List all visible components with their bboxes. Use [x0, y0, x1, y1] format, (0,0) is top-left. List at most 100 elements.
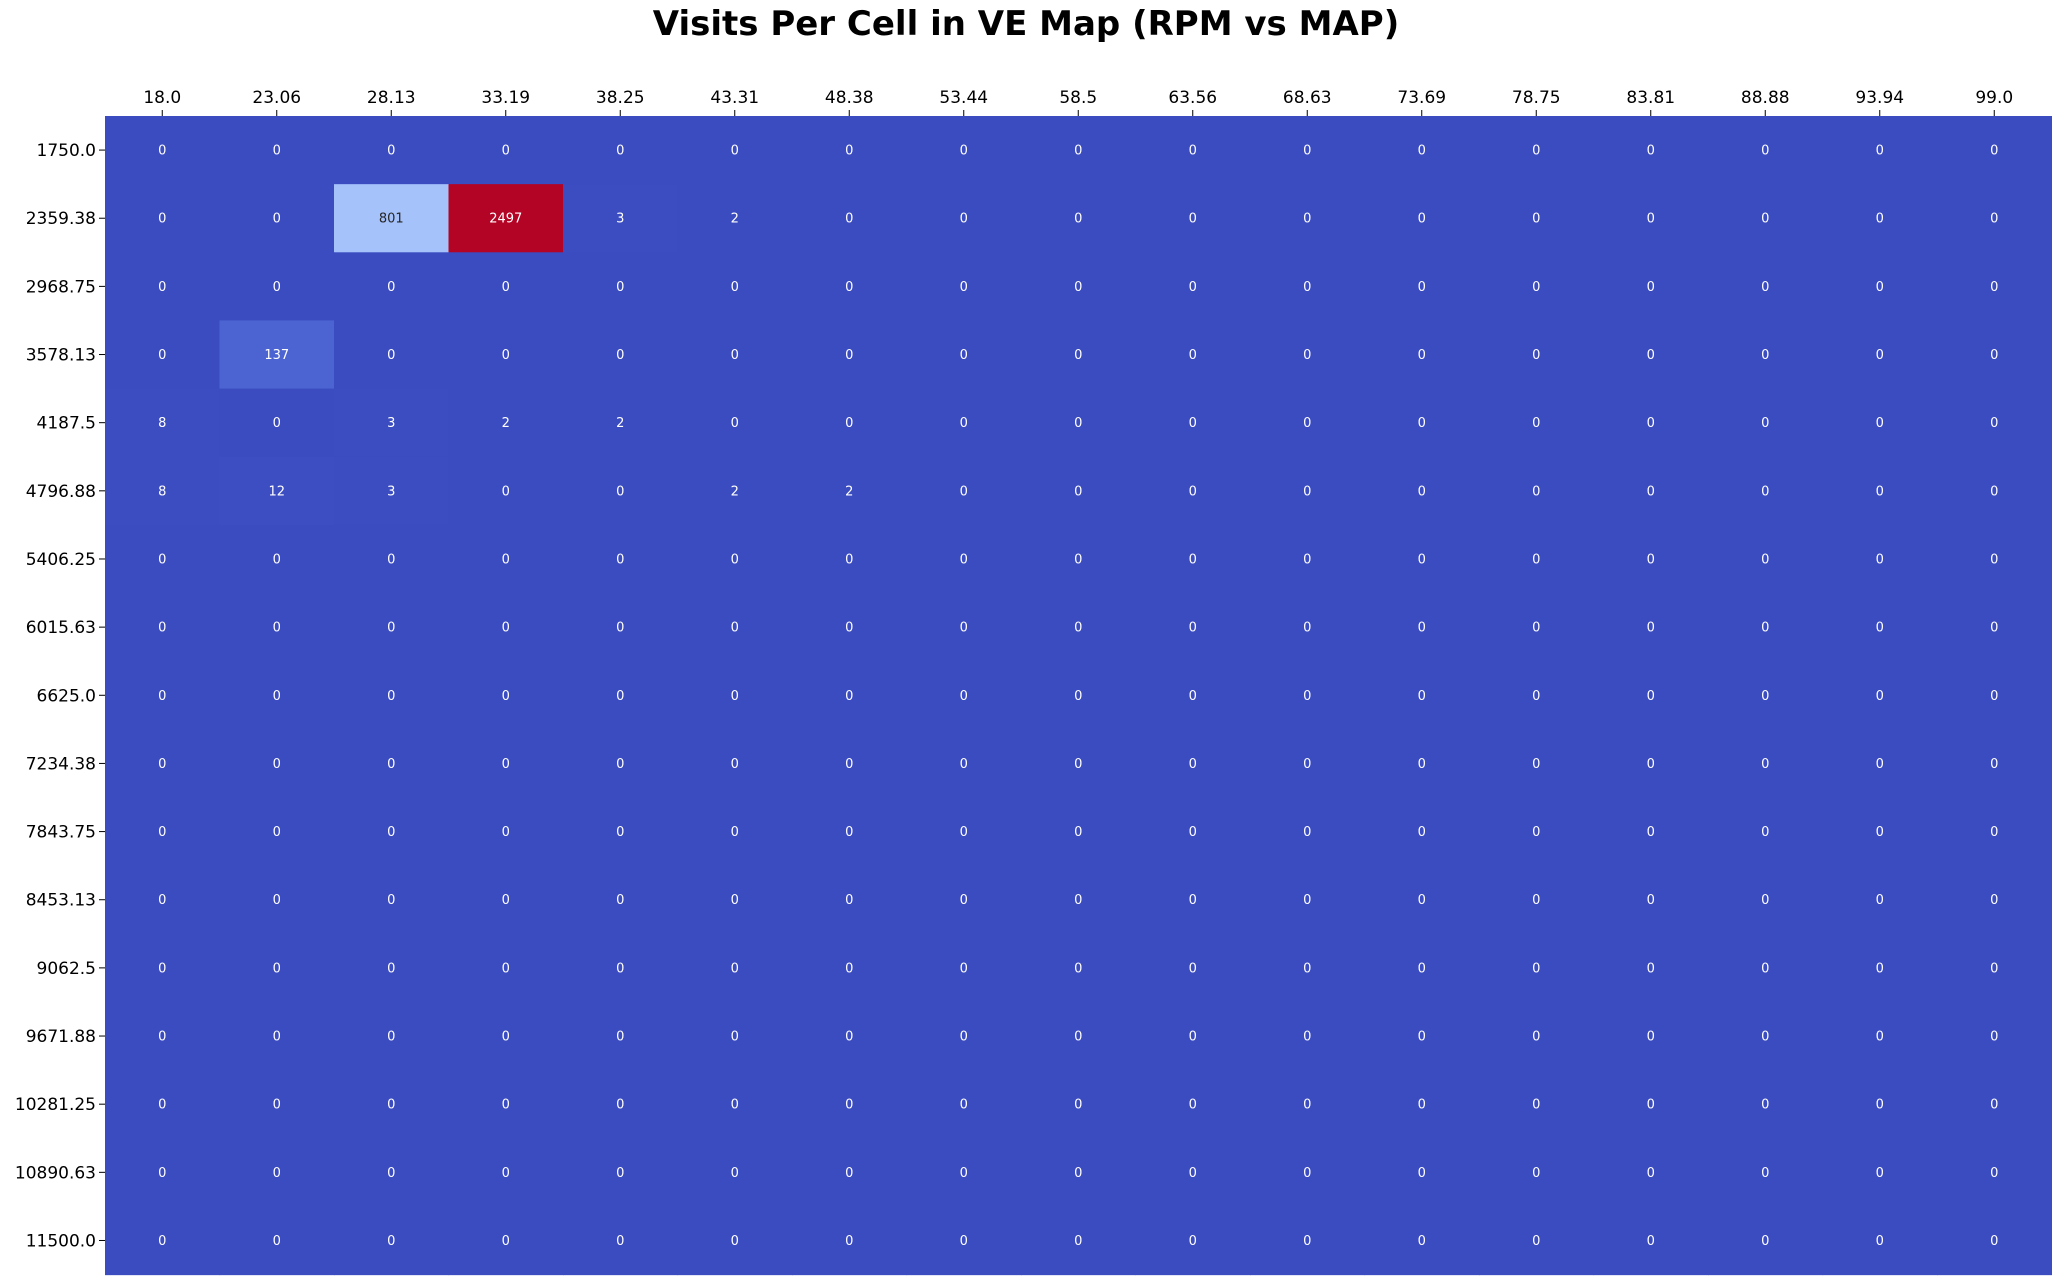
- heatmap-cell: [1937, 1206, 2052, 1276]
- cell-value-label: 0: [1418, 1030, 1426, 1045]
- heatmap-cell: [792, 1070, 908, 1139]
- cell-value-label: 0: [1761, 757, 1769, 772]
- heatmap-cell: [448, 661, 564, 730]
- cell-value-label: 801: [379, 212, 404, 227]
- cell-value-label: 0: [1303, 1098, 1311, 1113]
- heatmap-cell: [105, 797, 221, 867]
- cell-value-label: 0: [1303, 416, 1311, 431]
- cell-value-label: 2: [731, 484, 739, 499]
- heatmap-cell: [334, 1206, 450, 1276]
- x-axis-tick-label: 38.25: [596, 88, 645, 108]
- cell-value-label: 0: [616, 1234, 624, 1249]
- heatmap-cell: [105, 661, 221, 730]
- heatmap-cell: [1822, 661, 1938, 730]
- cell-value-label: 0: [845, 757, 853, 772]
- cell-value-label: 0: [616, 893, 624, 908]
- cell-value-label: 0: [273, 416, 281, 431]
- heatmap-cell: [1364, 184, 1480, 253]
- heatmap-cell: [906, 1001, 1022, 1071]
- cell-value-label: 0: [1876, 552, 1884, 567]
- cell-value-label: 0: [273, 552, 281, 567]
- heatmap-cell: [1593, 524, 1709, 594]
- x-axis-tick-label: 28.13: [367, 88, 416, 108]
- cell-value-label: 0: [1418, 552, 1426, 567]
- cell-value-label: 0: [731, 893, 739, 908]
- cell-value-label: 0: [1418, 825, 1426, 840]
- cell-value-label: 0: [1990, 893, 1998, 908]
- heatmap-cell: [1250, 252, 1366, 322]
- cell-value-label: 0: [845, 1166, 853, 1181]
- cell-value-label: 0: [158, 212, 166, 227]
- y-axis-tick-label: 5406.25: [26, 550, 96, 570]
- cell-value-label: 0: [158, 893, 166, 908]
- heatmap-cell: [1937, 1001, 2052, 1071]
- heatmap-cell: [1250, 1070, 1366, 1139]
- heatmap-cell: [1593, 661, 1709, 730]
- heatmap-cell: [334, 524, 450, 594]
- heatmap-cell: [1135, 252, 1251, 322]
- y-axis-tick-label: 7843.75: [26, 823, 96, 843]
- cell-value-label: 0: [1303, 1030, 1311, 1045]
- cell-value-label: 0: [1189, 348, 1197, 363]
- cell-value-label: 0: [845, 825, 853, 840]
- cell-value-label: 0: [731, 1098, 739, 1113]
- cell-value-label: 0: [1303, 893, 1311, 908]
- cell-value-label: 0: [616, 1030, 624, 1045]
- cell-value-label: 0: [1189, 961, 1197, 976]
- cell-value-label: 0: [1189, 484, 1197, 499]
- heatmap-cell: [1593, 184, 1709, 253]
- cell-value-label: 0: [273, 1098, 281, 1113]
- heatmap-cell: [1135, 184, 1251, 253]
- heatmap-cell: [105, 729, 221, 799]
- cell-value-label: 0: [960, 757, 968, 772]
- heatmap-cell: [1250, 524, 1366, 594]
- heatmap-cell: [1021, 1138, 1137, 1207]
- heatmap-cell: [1708, 456, 1824, 526]
- cell-value-label: 0: [1189, 212, 1197, 227]
- heatmap-cell: [563, 797, 679, 867]
- cell-value-label: 0: [1532, 484, 1540, 499]
- cell-value-label: 0: [1303, 212, 1311, 227]
- cell-value-label: 0: [845, 893, 853, 908]
- cell-value-label: 0: [616, 1166, 624, 1181]
- heatmap-cell: [1937, 1138, 2052, 1207]
- cell-value-label: 0: [731, 825, 739, 840]
- heatmap-cell: [1593, 252, 1709, 322]
- cell-value-label: 0: [1990, 416, 1998, 431]
- y-axis-tick-label: 3578.13: [26, 346, 96, 366]
- cell-value-label: 0: [1647, 212, 1655, 227]
- cell-value-label: 0: [731, 689, 739, 704]
- x-axis-tick-label: 53.44: [939, 88, 988, 108]
- heatmap-cell: [219, 252, 335, 322]
- cell-value-label: 0: [1876, 825, 1884, 840]
- cell-value-label: 0: [273, 825, 281, 840]
- y-axis-tick-label: 6625.0: [37, 686, 96, 706]
- cell-value-label: 0: [387, 144, 395, 159]
- heatmap-cell: [219, 865, 335, 935]
- heatmap-cell: [792, 116, 908, 185]
- heatmap-cell: [334, 797, 450, 867]
- heatmap-cell: [1250, 184, 1366, 253]
- heatmap-cell: [219, 661, 335, 730]
- cell-value-label: 3: [616, 212, 624, 227]
- y-axis-tick-label: 8453.13: [26, 891, 96, 911]
- heatmap-cell: [334, 184, 450, 253]
- cell-value-label: 2: [502, 416, 510, 431]
- cell-value-label: 0: [387, 1098, 395, 1113]
- heatmap-cell: [1364, 116, 1480, 185]
- cell-value-label: 0: [1532, 1234, 1540, 1249]
- cell-value-label: 0: [387, 757, 395, 772]
- heatmap-cell: [219, 1138, 335, 1207]
- heatmap-cell: [1479, 116, 1595, 185]
- y-axis-tick-label: 10890.63: [15, 1163, 96, 1183]
- heatmap-cell: [1250, 1001, 1366, 1071]
- cell-value-label: 0: [731, 552, 739, 567]
- cell-value-label: 0: [1876, 1098, 1884, 1113]
- cell-value-label: 0: [1876, 1234, 1884, 1249]
- heatmap-cell: [1250, 456, 1366, 526]
- heatmap-cell: [1364, 933, 1480, 1003]
- heatmap-cell: [1708, 1001, 1824, 1071]
- cell-value-label: 0: [1647, 484, 1655, 499]
- heatmap-cell: [1822, 456, 1938, 526]
- cell-value-label: 8: [158, 416, 166, 431]
